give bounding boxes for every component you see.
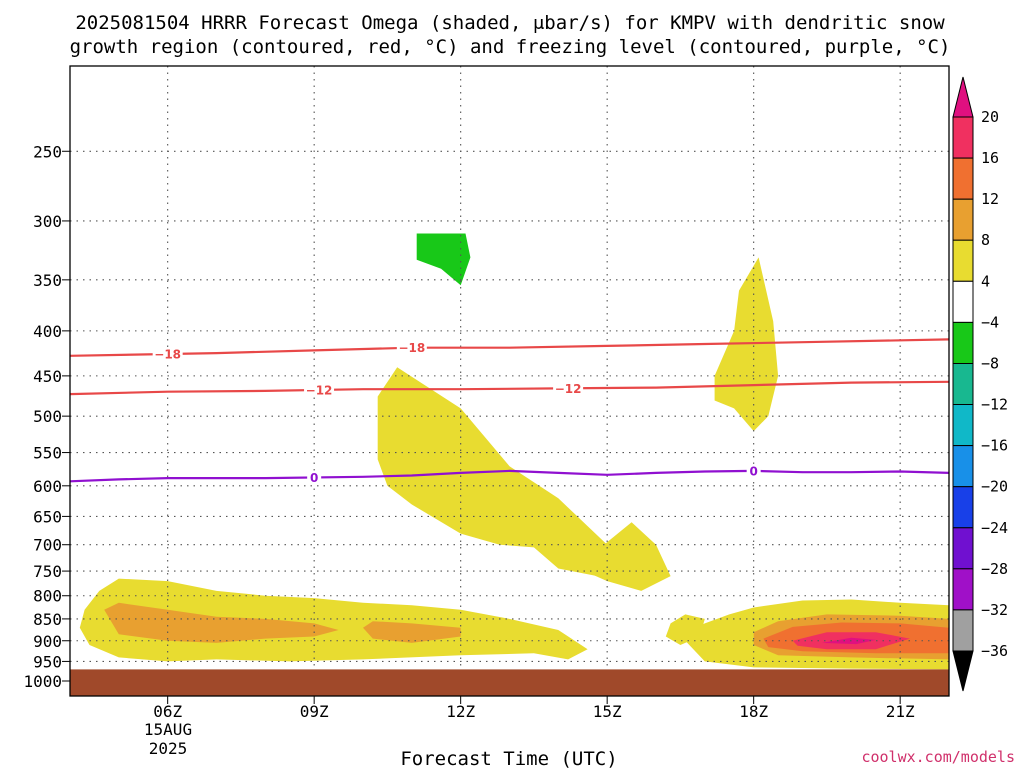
contour-label: −12: [555, 382, 582, 396]
omega-fill-region: [822, 637, 876, 645]
y-tick-label: 600: [33, 477, 62, 496]
colorbar-bottom-cap: [952, 650, 974, 692]
y-tick-label: 950: [33, 652, 62, 671]
colorbar: 20 16 12 8 4 −4 −8 −12 −16 −20 −24 −28 −32 −36: [952, 76, 1008, 692]
colorbar-segment: [952, 363, 974, 406]
colorbar-segment: [952, 321, 974, 364]
y-tick-label: 850: [33, 610, 62, 629]
contour-label-bg: [152, 347, 183, 362]
contour-lines: −18 −18 −12 −12 0 0: [69, 338, 950, 485]
colorbar-segment: [952, 404, 974, 447]
contour-line: [69, 338, 950, 357]
omega-fill-region: [416, 233, 471, 286]
y-tick-label: 900: [33, 632, 62, 651]
y-tick-label: 250: [33, 142, 62, 161]
chart-title-line1: 2025081504 HRRR Forecast Omega (shaded, …: [75, 12, 945, 34]
colorbar-segment: [952, 157, 974, 200]
colorbar-segment: [952, 116, 974, 159]
colorbar-label: 8: [981, 231, 990, 249]
colorbar-segment: [952, 609, 974, 652]
y-tick-label: 650: [33, 507, 62, 526]
contour-line: [69, 469, 950, 483]
y-tick-label: 450: [33, 367, 62, 386]
contour-label: −12: [306, 384, 333, 398]
colorbar-segment: [952, 280, 974, 323]
colorbar-label: −36: [981, 642, 1008, 660]
y-tick-label: 500: [33, 407, 62, 426]
colorbar-label: −20: [981, 478, 1008, 496]
colorbar-label: −28: [981, 560, 1008, 578]
y-tick-label: 750: [33, 562, 62, 581]
contour-label-bg: [307, 470, 322, 485]
y-tick-label: 700: [33, 536, 62, 555]
colorbar-label: 4: [981, 272, 990, 290]
omega-fill-region: [363, 621, 461, 643]
y-axis-ticks: 250 300 350 400 450 500 550 600 650 700 750 800 850 9…: [23, 142, 70, 691]
colorbar-segment: [952, 198, 974, 241]
contour-label-bg: [396, 340, 427, 355]
colorbar-label: 20: [981, 108, 999, 126]
x-axis-label: Forecast Time (UTC): [400, 748, 617, 768]
x-axis-ticks: 06Z 09Z 12Z 15Z 18Z 21Z: [153, 696, 915, 721]
colorbar-label: 12: [981, 190, 999, 208]
x-tick-label: 12Z: [446, 702, 475, 721]
colorbar-segment: [952, 486, 974, 529]
plot-area: −18 −18 −12 −12 0 0: [69, 65, 950, 697]
credit-text: coolwx.com/models: [861, 748, 1015, 766]
ground-terrain: [70, 669, 949, 696]
omega-fill-region: [104, 602, 339, 643]
colorbar-label: −16: [981, 437, 1008, 455]
y-tick-label: 550: [33, 444, 62, 463]
colorbar-label: −12: [981, 396, 1008, 414]
omega-fill-region: [558, 522, 671, 591]
contour-label-bg: [304, 383, 335, 398]
y-tick-label: 400: [33, 322, 62, 341]
x-tick-label: 21Z: [886, 702, 915, 721]
date-label-year: 2025: [149, 739, 188, 758]
y-tick-label: 350: [33, 271, 62, 290]
x-tick-label: 06Z: [153, 702, 182, 721]
y-tick-label: 800: [33, 587, 62, 606]
date-label-day: 15AUG: [144, 720, 192, 739]
colorbar-label: −8: [981, 355, 999, 373]
contour-label: −18: [154, 348, 181, 362]
contour-label-bg: [746, 463, 761, 478]
contour-label: 0: [310, 471, 318, 485]
y-tick-label: 1000: [23, 672, 62, 691]
x-tick-label: 15Z: [593, 702, 622, 721]
x-tick-label: 18Z: [739, 702, 768, 721]
x-tick-label: 09Z: [300, 702, 329, 721]
chart-title-line2: growth region (contoured, red, °C) and f…: [70, 36, 951, 58]
colorbar-label: −24: [981, 519, 1008, 537]
colorbar-top-cap: [952, 76, 974, 118]
contour-label: −18: [398, 341, 425, 355]
contour-label: 0: [749, 464, 757, 478]
colorbar-label: 16: [981, 149, 999, 167]
contour-line: [69, 380, 950, 396]
plot-frame: [69, 65, 950, 697]
colorbar-segment: [952, 445, 974, 488]
colorbar-label: −4: [981, 313, 999, 331]
colorbar-segment: [952, 568, 974, 611]
contour-label-bg: [553, 381, 584, 396]
colorbar-label: −32: [981, 601, 1008, 619]
colorbar-segment: [952, 239, 974, 282]
y-tick-label: 300: [33, 212, 62, 231]
colorbar-segment: [952, 527, 974, 570]
